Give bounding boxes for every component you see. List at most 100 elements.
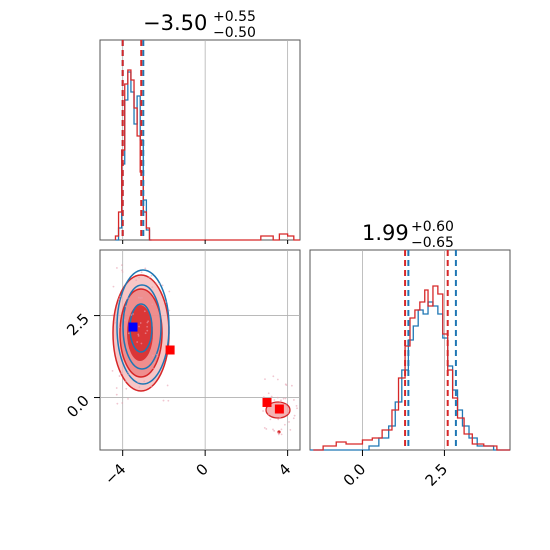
sample-dot: [121, 271, 124, 273]
hist-y-panel: 0.0 2.5 1.99 +0.60 −0.65: [309, 219, 511, 490]
sample-dot: [137, 296, 140, 299]
contour-secondary-line: [265, 401, 291, 419]
hist-y-quantiles: [404, 250, 457, 450]
sample-dot: [115, 387, 118, 389]
contour-red-mid: [119, 288, 163, 378]
sample-dot: [273, 429, 276, 432]
sample-dot: [113, 321, 116, 324]
contour-blue-mid: [122, 284, 162, 370]
sample-dot: [130, 314, 133, 316]
sample-dot: [124, 319, 126, 321]
contour-blue-outer: [116, 269, 170, 385]
sample-dot: [125, 387, 128, 390]
sample-dot: [168, 290, 171, 293]
sample-dot: [158, 283, 161, 286]
sample-dot: [279, 416, 281, 419]
sample-dot: [168, 309, 171, 312]
sample-dot: [118, 375, 121, 377]
sample-dot: [151, 354, 154, 357]
sample-dot: [120, 372, 123, 375]
hist-x-panel: −3.50 +0.55 −0.50: [99, 9, 301, 241]
hist-y-series-red: [313, 285, 510, 451]
sample-dot: [277, 432, 280, 434]
sample-dot: [140, 342, 143, 345]
sample-dot: [151, 286, 154, 289]
sample-dot: [276, 396, 279, 399]
sample-dot: [137, 333, 140, 336]
sample-dot: [269, 418, 272, 421]
sample-dot: [135, 279, 138, 282]
sample-dot: [124, 380, 127, 383]
sample-dot: [161, 284, 164, 287]
sample-dot: [119, 295, 122, 298]
scatter-xtick-label-1: 0: [193, 460, 212, 479]
scatter-xtick-label-0: −4: [101, 460, 129, 488]
sample-dot: [139, 322, 142, 324]
sample-dot: [166, 384, 169, 387]
scatter-density: [111, 264, 298, 436]
sample-dot: [289, 428, 292, 431]
scatter-sample-dots: [111, 264, 298, 436]
marker-red-3: [274, 404, 284, 414]
sample-dot: [272, 428, 274, 431]
sample-dot: [144, 267, 147, 270]
sample-dot: [280, 399, 282, 402]
sample-dot: [118, 326, 121, 329]
sample-dot: [273, 399, 276, 401]
sample-dot: [136, 341, 139, 343]
hist-y-grid: [362, 250, 445, 450]
sample-dot: [126, 297, 129, 300]
hist-y-title-sup: +0.60: [411, 219, 454, 235]
sample-dot: [128, 373, 130, 376]
marker-red-2: [262, 397, 272, 407]
hist-y-ticks: 0.0 2.5: [340, 450, 451, 490]
sample-dot: [167, 399, 170, 402]
sample-dot: [296, 407, 298, 410]
hist-x-title-main: −3.50: [143, 11, 207, 35]
sample-dot: [116, 402, 119, 405]
sample-dot: [292, 417, 295, 420]
sample-dot: [121, 269, 124, 272]
sample-dot: [283, 423, 286, 426]
sample-dot: [150, 385, 153, 388]
sample-dot: [127, 371, 130, 374]
sample-dot: [267, 413, 270, 416]
sample-dot: [138, 386, 141, 389]
sample-dot: [138, 276, 140, 279]
sample-dot: [264, 378, 266, 381]
hist-y-xtick-label-0: 0.0: [340, 460, 370, 490]
sample-dot: [277, 433, 280, 436]
sample-dot: [155, 282, 158, 285]
sample-dot: [150, 274, 153, 277]
hist-y-frame: [309, 249, 511, 451]
sample-dot: [292, 399, 295, 401]
sample-dot: [127, 332, 130, 335]
sample-dot: [286, 412, 289, 415]
sample-dot: [280, 433, 283, 436]
sample-dot: [263, 426, 266, 429]
sample-dot: [279, 400, 281, 403]
sample-dot: [120, 264, 123, 267]
sample-dot: [114, 313, 117, 316]
sample-dot: [272, 375, 275, 378]
sample-dot: [146, 325, 149, 328]
sample-dot: [137, 334, 140, 337]
sample-dot: [267, 392, 270, 395]
scatter-frame: [99, 249, 301, 451]
sample-dot: [144, 332, 147, 335]
sample-dot: [290, 384, 293, 387]
sample-dot: [118, 298, 120, 301]
hist-y-title: 1.99 +0.60 −0.65: [362, 219, 454, 251]
sample-dot: [151, 303, 154, 306]
sample-dot: [262, 410, 264, 412]
sample-dot: [153, 361, 156, 364]
sample-dot: [116, 267, 118, 269]
sample-dot: [265, 428, 268, 430]
sample-dot: [148, 276, 151, 278]
sample-dot: [132, 313, 135, 315]
scatter-ytick-label-1: 2.5: [63, 310, 93, 340]
sample-dot: [127, 398, 129, 400]
sample-dot: [138, 325, 140, 328]
scatter-ticks: −4 0 4 0.0 2.5: [63, 240, 294, 488]
scatter-ytick-label-0: 0.0: [63, 392, 93, 422]
